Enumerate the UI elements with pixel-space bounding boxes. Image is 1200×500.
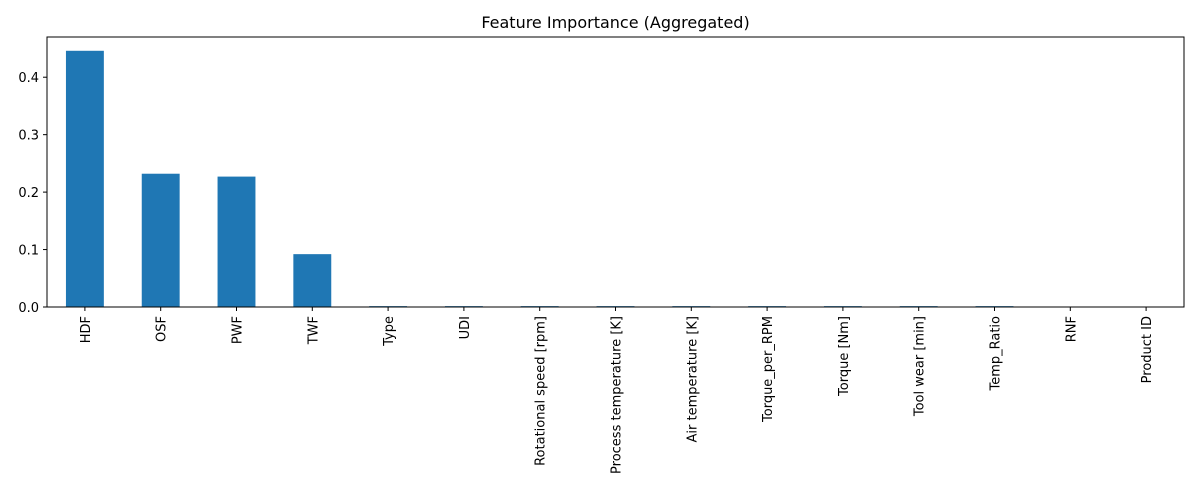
y-tick-label: 0.0: [18, 301, 39, 316]
x-tick-label: Torque_per_RPM: [761, 316, 776, 423]
bar-twf: [293, 254, 332, 307]
chart-title: Feature Importance (Aggregated): [481, 13, 749, 32]
x-tick-label: UDI: [458, 316, 473, 339]
x-tick-label: Temp_Ratio: [989, 316, 1004, 392]
y-tick-label: 0.2: [18, 186, 39, 201]
x-tick-label: Tool wear [min]: [913, 316, 928, 417]
y-tick-label: 0.3: [18, 129, 39, 144]
plot-frame: [46, 36, 1185, 308]
bar-hdf: [65, 50, 104, 308]
x-tick-label: TWF: [306, 316, 321, 345]
y-axis: 0.0 0.1 0.2 0.3 0.4: [18, 71, 47, 316]
x-tick-label: OSF: [155, 316, 170, 342]
bar-pwf: [217, 176, 256, 307]
x-tick-label: HDF: [79, 316, 94, 343]
y-tick-label: 0.4: [18, 71, 39, 86]
bar-osf: [141, 173, 180, 307]
y-tick-label: 0.1: [18, 244, 39, 259]
bars-group: [65, 50, 1014, 308]
x-tick-label: Type: [382, 316, 397, 347]
x-tick-label: Torque [Nm]: [837, 316, 852, 397]
x-tick-label: RNF: [1064, 316, 1079, 342]
x-axis: HDF OSF PWF TWF Type UDI Rotational speed [rpm…: [79, 307, 1155, 474]
x-tick-label: Air temperature [K]: [685, 316, 700, 443]
x-tick-label: Process temperature [K]: [610, 316, 625, 474]
x-tick-label: Rotational speed [rpm]: [534, 316, 549, 466]
x-tick-label: Product ID: [1140, 316, 1155, 383]
x-tick-label: PWF: [231, 316, 246, 344]
